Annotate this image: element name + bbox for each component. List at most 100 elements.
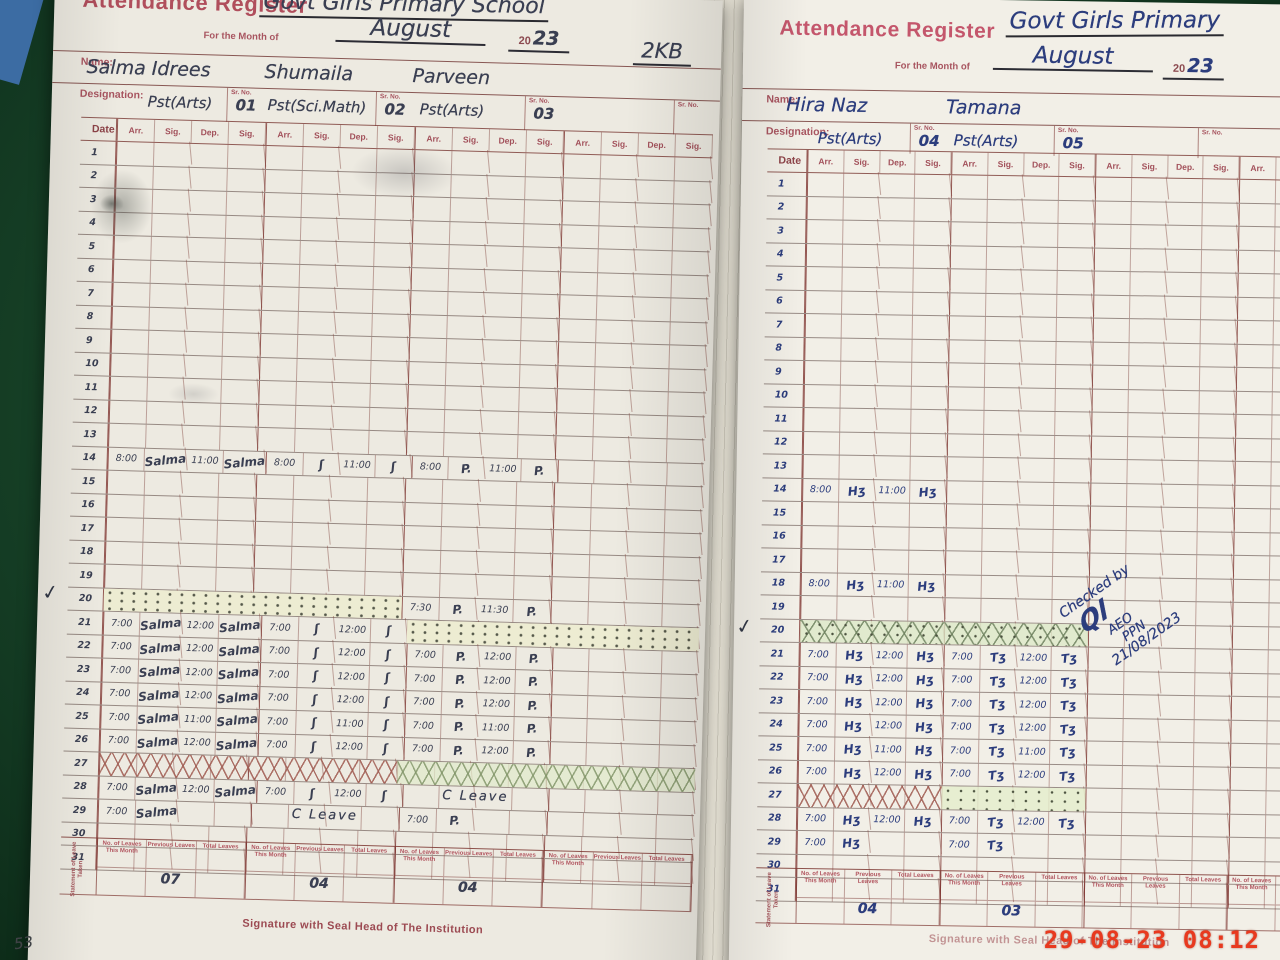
time-cell (1163, 437, 1200, 461)
time-cell: 7:00 (940, 833, 978, 857)
signature-cell: ʃ (366, 735, 405, 762)
time-cell: 7:00 (99, 729, 138, 753)
column-header: Arr. (1239, 156, 1277, 180)
signature-cell (1266, 672, 1280, 699)
signature-cell (517, 433, 557, 460)
time-cell (1234, 461, 1272, 485)
summary-column: Previous Leaves 07 (145, 839, 197, 898)
time-cell (477, 551, 516, 576)
time-cell (1161, 554, 1198, 578)
date-cell: 13 (762, 454, 803, 478)
signature-cell (1272, 296, 1280, 323)
time-cell (109, 376, 148, 401)
time-cell: 7:30 (401, 596, 440, 620)
time-cell (1018, 505, 1055, 529)
signature-cell (1267, 648, 1280, 675)
column-header: Arr. (414, 127, 454, 151)
signature-cell: Tʒ (1050, 645, 1089, 672)
date-cell: 14 (71, 446, 109, 470)
signature-cell (656, 766, 696, 793)
signature-cell (589, 529, 629, 556)
signature-cell (1194, 647, 1233, 674)
time-cell (550, 600, 589, 625)
time-cell (806, 173, 844, 197)
signature-cell: Salma (138, 634, 184, 662)
signature-cell: Hʒ (906, 643, 945, 670)
signature-cell (366, 500, 406, 527)
signature-cell (908, 549, 947, 576)
signature-cell (1057, 198, 1096, 226)
time-cell (262, 216, 302, 240)
signature-cell (224, 237, 264, 264)
signature-cell (907, 619, 946, 646)
time-cell (407, 385, 446, 409)
time-cell (1236, 320, 1274, 344)
signature-cell (1194, 694, 1232, 721)
signature-cell: Hʒ (832, 806, 871, 833)
time-cell (803, 360, 842, 385)
signature-cell (372, 265, 412, 292)
time-cell (876, 385, 913, 409)
time-cell (404, 478, 444, 503)
signature-cell (590, 506, 630, 533)
time-cell: 8:00 (265, 451, 304, 476)
signature-cell (1129, 247, 1168, 274)
signature-cell (445, 337, 485, 364)
signature-cell (599, 177, 639, 204)
sr-no-value: 03 (533, 104, 555, 123)
signature-cell (515, 480, 555, 507)
signature-cell (1195, 577, 1234, 604)
time-cell (482, 363, 521, 388)
time-cell (112, 259, 152, 283)
time-cell (879, 174, 916, 198)
time-cell (1019, 411, 1056, 435)
signature-cell: Hʒ (832, 829, 871, 857)
signature-cell (904, 784, 943, 811)
time-cell (805, 267, 843, 291)
time-cell (260, 310, 299, 334)
time-cell (105, 517, 145, 542)
time-cell (945, 527, 983, 551)
time-cell (332, 406, 371, 430)
signature-cell (1055, 339, 1094, 367)
signature-cell (977, 785, 1016, 812)
time-cell (556, 365, 596, 390)
time-cell (1231, 649, 1269, 673)
summary-group: No. of Leaves This Month Previous Leaves 0… (393, 846, 545, 907)
time-cell: 7:00 (942, 715, 980, 739)
time-cell (1156, 836, 1194, 860)
time-cell (189, 190, 228, 215)
time-cell (1085, 764, 1123, 789)
time-cell (552, 506, 592, 531)
time-cell (1018, 458, 1056, 482)
date-cell: 8 (764, 336, 805, 360)
time-cell (947, 363, 986, 387)
time-cell (1158, 719, 1195, 743)
signature-cell (1054, 410, 1093, 437)
signature-cell (293, 474, 332, 501)
date-cell: 22 (66, 634, 103, 658)
time-cell (1166, 202, 1204, 226)
signature-cell (218, 472, 257, 499)
signature-cell (1052, 551, 1091, 578)
signature-cell (365, 523, 405, 550)
signature-cell (903, 831, 942, 858)
time-cell (330, 500, 368, 524)
signature-cell (148, 329, 187, 356)
time-cell (1017, 552, 1054, 576)
signature-cell: P. (440, 737, 479, 764)
signature-cell (1048, 786, 1087, 813)
teacher-designation: Pst(Arts) (419, 100, 485, 121)
summary-value (344, 874, 393, 902)
time-cell (947, 410, 985, 434)
time-cell (188, 214, 227, 238)
time-cell (558, 318, 597, 343)
column-header: Sig. (377, 126, 416, 150)
signature-cell (985, 268, 1024, 295)
time-cell (108, 400, 148, 424)
signature-cell (151, 212, 191, 239)
time-cell (562, 177, 601, 202)
time-cell (411, 220, 451, 245)
signature-cell (1198, 389, 1237, 416)
date-cell: 20 (759, 618, 801, 642)
